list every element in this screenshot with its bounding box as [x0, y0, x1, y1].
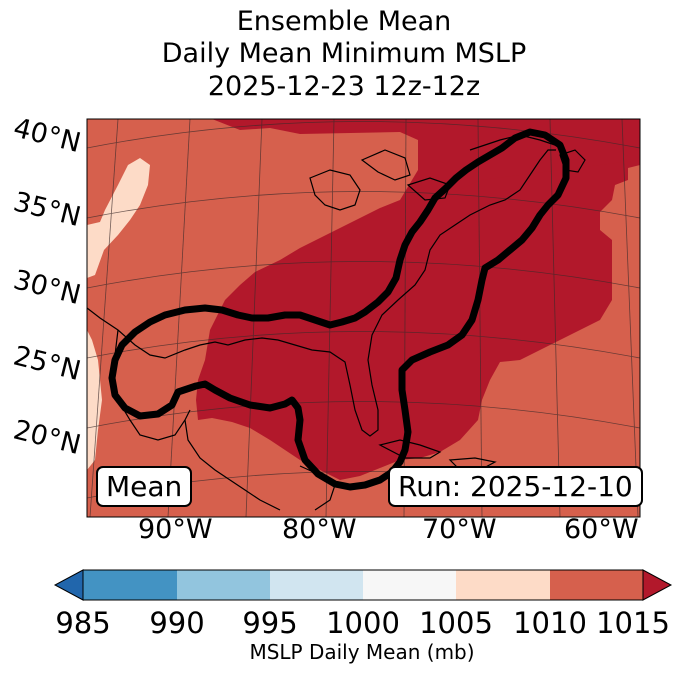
lon-label-60w: 60°W	[564, 514, 639, 545]
map	[86, 118, 641, 518]
colorbar-extend-high	[642, 569, 673, 601]
colorbar-segment-985-990	[83, 570, 177, 600]
mean-label: Mean	[96, 466, 193, 507]
lon-label-90w: 90°W	[138, 514, 213, 545]
title-line-3: 2025-12-23 12z-12z	[207, 71, 481, 102]
colorbar-tick-1005: 1005	[419, 606, 493, 640]
colorbar-segment-995-1000	[270, 570, 363, 600]
pressure-field-above-1015-east	[420, 119, 640, 200]
map-fill	[87, 119, 640, 517]
colorbar-segment-1005-1010	[456, 570, 550, 600]
colorbar-segment-1000-1005	[363, 570, 456, 600]
lon-label-70w: 70°W	[422, 514, 497, 545]
colorbar-segment-1010-1015	[550, 570, 643, 600]
pressure-contour	[108, 128, 570, 491]
colorbar-tick-985: 985	[55, 606, 111, 640]
pressure-field-above-1015	[196, 119, 640, 480]
title-line-1: Ensemble Mean	[236, 6, 452, 37]
coastlines	[87, 134, 586, 511]
colorbar-tick-1000: 1000	[326, 606, 400, 640]
colorbar-tick-1015: 1015	[596, 606, 670, 640]
colorbar-segment-990-995	[177, 570, 270, 600]
colorbar-label: MSLP Daily Mean (mb)	[249, 640, 475, 664]
colorbar-border	[82, 569, 644, 601]
colorbar-tick-1010: 1010	[513, 606, 587, 640]
map-border	[86, 118, 641, 518]
pressure-field-1005-1010-south	[87, 330, 102, 470]
colorbar-tick-995: 995	[242, 606, 298, 640]
title-line-2: Daily Mean Minimum MSLP	[161, 38, 527, 69]
colorbar-tick-990: 990	[149, 606, 205, 640]
colorbar-extend-low	[53, 569, 84, 601]
run-label: Run: 2025-12-10	[388, 466, 643, 507]
pressure-field-1005-1010-west	[87, 158, 150, 278]
lon-label-80w: 80°W	[282, 514, 357, 545]
